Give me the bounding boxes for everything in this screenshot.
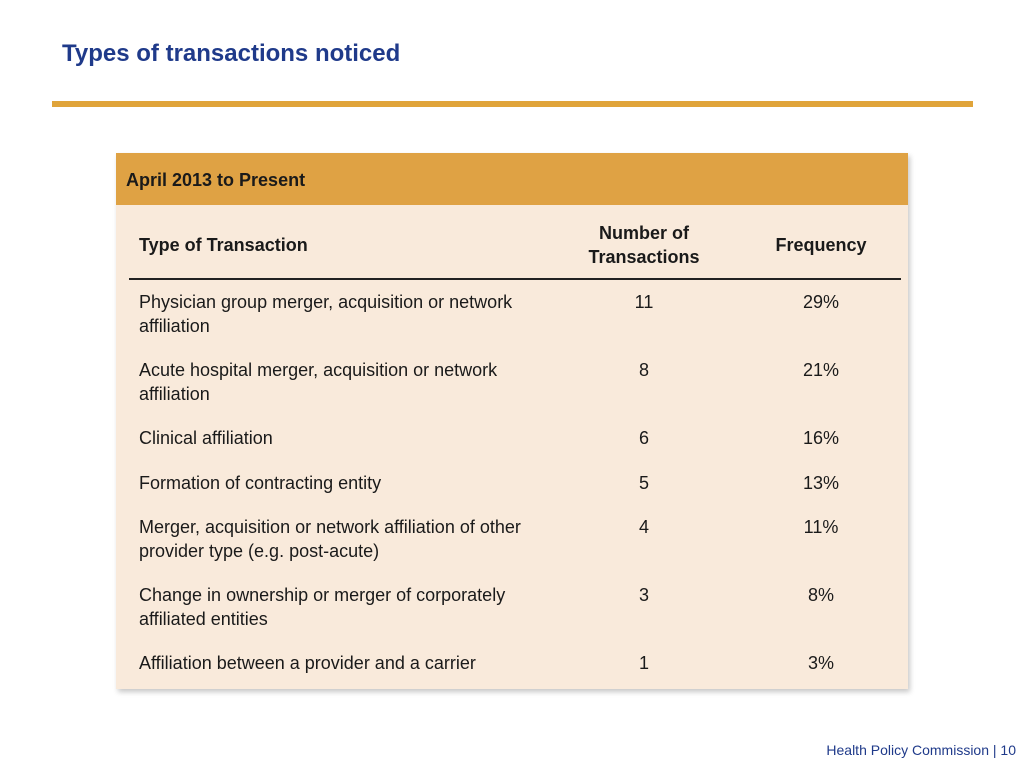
- cell-frequency: 3%: [807, 653, 834, 673]
- title-divider: [52, 101, 973, 107]
- cell-frequency: 29%: [802, 292, 840, 312]
- cell-type: Physician group merger, acquisition or n…: [139, 292, 513, 336]
- table-header-band: April 2013 to Present: [116, 153, 908, 205]
- cell-frequency: 8%: [807, 585, 834, 605]
- cell-frequency: 11%: [803, 517, 839, 537]
- cell-count: 11: [634, 292, 654, 312]
- cell-count: 6: [638, 428, 649, 448]
- cell-type: Merger, acquisition or network affiliati…: [139, 517, 521, 561]
- cell-type: Affiliation between a provider and a car…: [139, 653, 476, 673]
- footer-source: Health Policy Commission | 10: [826, 742, 1016, 758]
- cell-type: Clinical affiliation: [139, 428, 273, 448]
- cell-frequency: 21%: [802, 360, 840, 380]
- cell-count: 1: [638, 653, 649, 673]
- cell-frequency: 13%: [802, 473, 840, 493]
- cell-count: 4: [638, 517, 649, 537]
- cell-type: Acute hospital merger, acquisition or ne…: [139, 360, 498, 404]
- column-header-count: Number of Transactions: [588, 223, 700, 267]
- header-divider: [129, 278, 901, 280]
- column-header-type: Type of Transaction: [139, 235, 308, 255]
- cell-type: Formation of contracting entity: [139, 473, 382, 493]
- cell-count: 5: [638, 473, 649, 493]
- cell-count: 3: [638, 585, 649, 605]
- cell-frequency: 16%: [802, 428, 840, 448]
- column-header-frequency: Frequency: [775, 235, 867, 255]
- page-title: Types of transactions noticed: [62, 40, 401, 67]
- transactions-table: April 2013 to Present Type of Transactio…: [116, 153, 908, 689]
- cell-count: 8: [638, 360, 649, 380]
- cell-type: Change in ownership or merger of corpora…: [139, 585, 506, 629]
- table-period-label: April 2013 to Present: [126, 170, 306, 190]
